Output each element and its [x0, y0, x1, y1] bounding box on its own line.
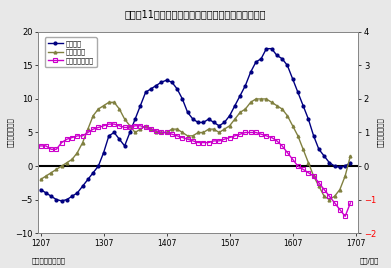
- 金錠の信託: [233, 117, 237, 121]
- 準通貨（右軸）: [348, 201, 353, 204]
- 投賄信託: [38, 188, 43, 191]
- Text: （年/月）: （年/月）: [360, 257, 379, 264]
- 投賄信託: [59, 199, 64, 203]
- 準通貨（右軸）: [106, 122, 111, 126]
- 投賄信託: [264, 47, 269, 50]
- 準通貨（右軸）: [343, 215, 348, 218]
- 準通貨（右軸）: [143, 126, 148, 129]
- 金錠の信託: [348, 154, 353, 158]
- 準通貨（右軸）: [122, 126, 127, 129]
- 金錠の信託: [327, 198, 332, 201]
- 金錠の信託: [91, 114, 95, 117]
- Line: 金錠の信託: 金錠の信託: [39, 98, 352, 201]
- 準通貨（右軸）: [133, 124, 138, 127]
- 投賄信託: [96, 165, 101, 168]
- Legend: 投賄信託, 金錠の信託, 準通貨（右軸）: 投賄信託, 金錠の信託, 準通貨（右軸）: [45, 37, 97, 67]
- 投賄信託: [143, 91, 148, 94]
- 金錠の信託: [143, 124, 148, 127]
- 金錠の信託: [127, 124, 132, 127]
- 準通貨（右軸）: [238, 133, 242, 136]
- Y-axis label: （前年比、％）: （前年比、％）: [7, 118, 14, 147]
- 金錠の信託: [38, 178, 43, 181]
- 金錠の信託: [253, 97, 258, 100]
- 準通貨（右軸）: [38, 144, 43, 147]
- Text: （資料）日本銀行: （資料）日本銀行: [31, 257, 65, 264]
- 準通貨（右軸）: [149, 128, 153, 131]
- Y-axis label: （前年比、％）: （前年比、％）: [377, 118, 384, 147]
- 投賄信託: [133, 117, 138, 121]
- 投賄信託: [122, 144, 127, 147]
- 投賄信託: [348, 161, 353, 164]
- 金錠の信託: [117, 107, 122, 111]
- 準通貨（右軸）: [91, 128, 95, 131]
- Text: （図表11）投資信託・金銭の信託・準通貨の伸び率: （図表11）投資信託・金銭の信託・準通貨の伸び率: [125, 9, 266, 19]
- 投賄信託: [238, 94, 242, 97]
- 投賄信託: [149, 87, 153, 91]
- Line: 準通貨（右軸）: 準通貨（右軸）: [39, 122, 352, 218]
- Line: 投賄信託: 投賄信託: [39, 47, 352, 202]
- 金錠の信託: [138, 128, 143, 131]
